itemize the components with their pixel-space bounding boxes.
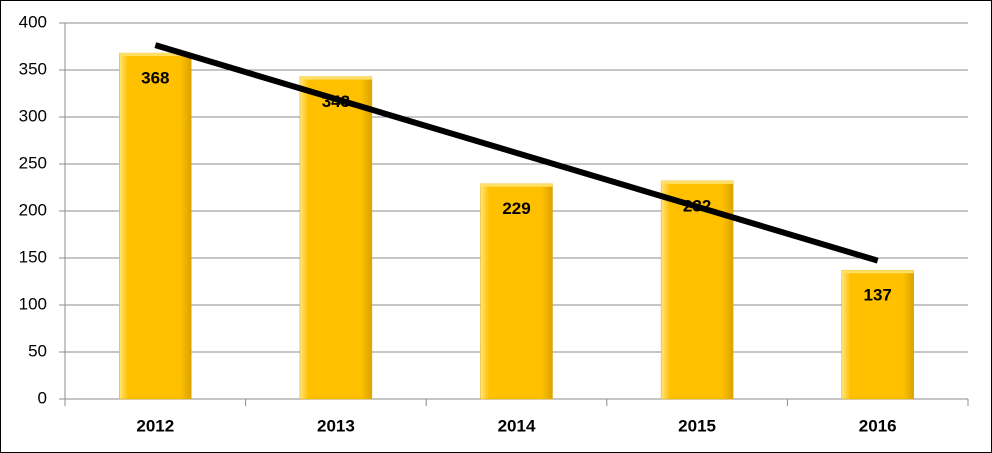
bar-top	[480, 183, 553, 187]
data-label: 137	[864, 286, 892, 305]
bar-top	[299, 76, 372, 80]
bar	[480, 183, 553, 400]
x-tick-label: 2015	[678, 416, 716, 435]
y-tick-label: 400	[19, 12, 47, 31]
data-label: 232	[683, 196, 711, 215]
data-label: 368	[141, 69, 169, 88]
y-tick-label: 50	[28, 341, 47, 360]
data-label: 343	[322, 92, 350, 111]
x-tick-label: 2013	[317, 416, 355, 435]
data-label: 229	[502, 199, 530, 218]
bar	[299, 76, 373, 400]
y-tick-label: 150	[19, 247, 47, 266]
bar	[119, 52, 192, 400]
bar	[841, 269, 914, 400]
bar-top	[119, 53, 192, 57]
bar-top	[841, 270, 914, 274]
y-tick-label: 250	[19, 153, 47, 172]
y-tick-label: 350	[19, 59, 47, 78]
y-tick-label: 200	[19, 200, 47, 219]
x-tick-label: 2014	[498, 416, 536, 435]
x-tick-label: 2012	[136, 416, 174, 435]
bar-top	[661, 180, 734, 184]
trendline	[154, 42, 879, 264]
x-tick-label: 2016	[859, 416, 897, 435]
y-tick-label: 100	[19, 294, 47, 313]
y-tick-label: 0	[38, 388, 47, 407]
y-tick-label: 300	[19, 106, 47, 125]
